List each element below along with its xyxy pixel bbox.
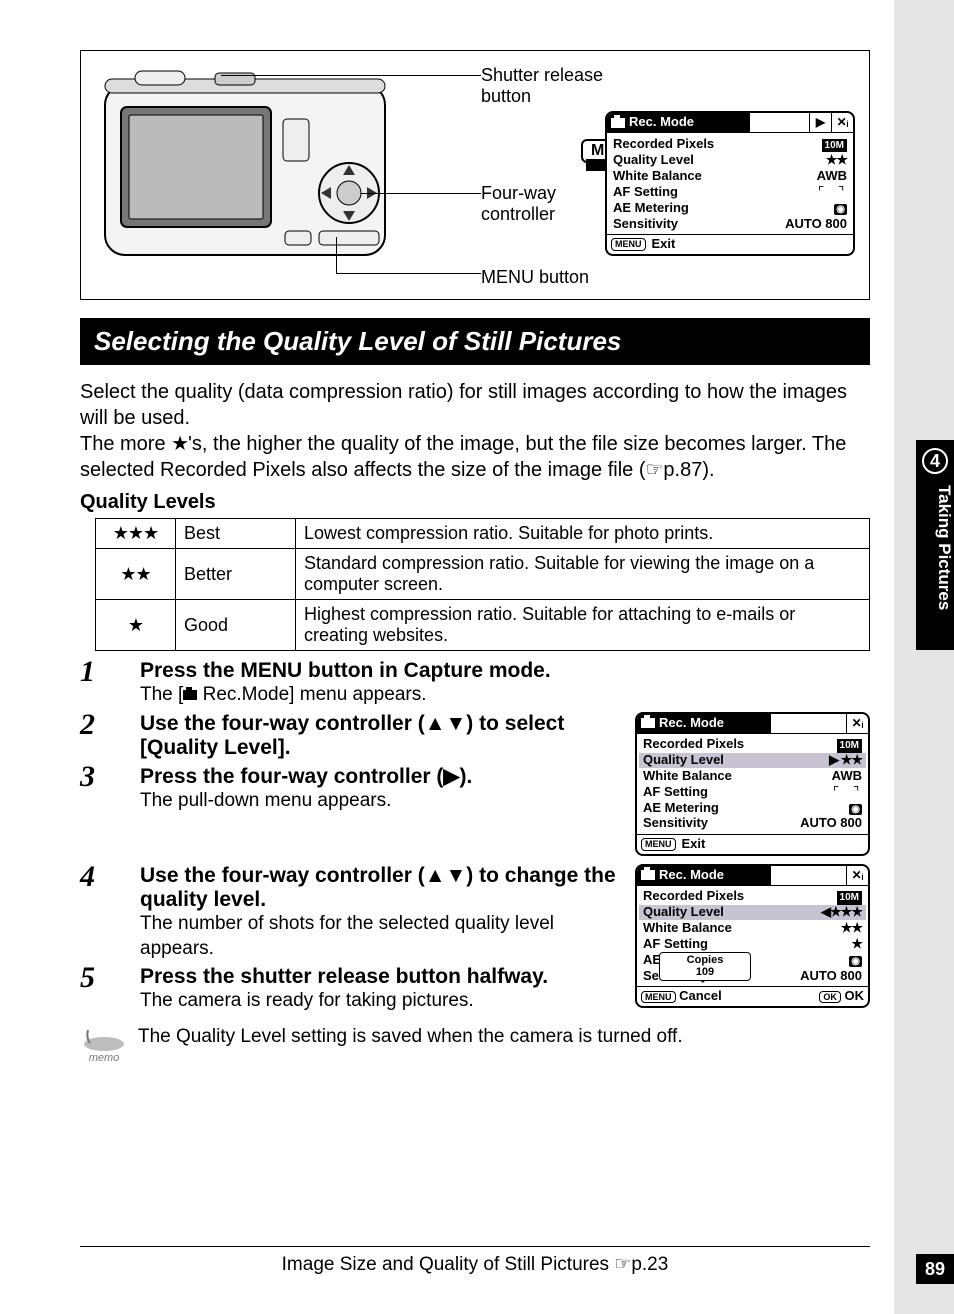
section-title: Selecting the Quality Level of Still Pic… bbox=[80, 318, 870, 365]
side-strip bbox=[894, 0, 954, 1314]
chapter-title: Taking Pictures bbox=[916, 485, 954, 610]
table-row: ★★ Better Standard compression ratio. Su… bbox=[96, 549, 870, 600]
quality-levels-heading: Quality Levels bbox=[80, 491, 884, 514]
step-3: 3 Press the four-way controller (▶). The… bbox=[80, 764, 625, 814]
camera-illustration bbox=[95, 65, 395, 275]
annot-shutter: Shutter release button bbox=[481, 65, 603, 106]
tab-tools-icon: ✕ᵢ bbox=[846, 866, 868, 885]
lcd-preview-3: Rec. Mode ✕ᵢ Recorded Pixels10M Quality … bbox=[635, 864, 870, 1008]
chapter-tab: 4 Taking Pictures bbox=[916, 440, 954, 650]
step-5: 5 Press the shutter release button halfw… bbox=[80, 965, 625, 1014]
step-1: 1 Press the MENU button in Capture mode.… bbox=[80, 659, 870, 708]
intro-text: Select the quality (data compression rat… bbox=[80, 379, 870, 483]
table-row: ★★★ Best Lowest compression ratio. Suita… bbox=[96, 519, 870, 549]
steps-list: 1 Press the MENU button in Capture mode.… bbox=[80, 659, 870, 1018]
annot-controller: Four-way controller bbox=[481, 183, 556, 224]
annot-menubtn: MENU button bbox=[481, 267, 589, 288]
footer-reference: Image Size and Quality of Still Pictures… bbox=[80, 1246, 870, 1276]
copies-popup: Copies 109 bbox=[659, 952, 751, 981]
table-row: ★ Good Highest compression ratio. Suitab… bbox=[96, 600, 870, 651]
tab-tools-icon: ✕ᵢ bbox=[846, 714, 868, 733]
memo-icon: memo bbox=[80, 1026, 128, 1064]
manual-page: 4 Taking Pictures 89 Shutter release but… bbox=[0, 0, 954, 1314]
lcd-preview-1: Rec. Mode ▶ ✕ᵢ Recorded Pixels10M Qualit… bbox=[605, 111, 855, 256]
lcd-preview-2: Rec. Mode ✕ᵢ Recorded Pixels10M Quality … bbox=[635, 712, 870, 856]
step-2: 2 Use the four-way controller (▲▼) to se… bbox=[80, 712, 625, 760]
quality-levels-table: ★★★ Best Lowest compression ratio. Suita… bbox=[95, 518, 870, 651]
memo-note: memo The Quality Level setting is saved … bbox=[80, 1026, 870, 1064]
page-number: 89 bbox=[916, 1254, 954, 1284]
camera-figure: Shutter release button Four-way controll… bbox=[80, 50, 870, 300]
step-4: 4 Use the four-way controller (▲▼) to ch… bbox=[80, 864, 625, 961]
tab-play-icon: ▶ bbox=[809, 113, 831, 132]
chapter-number: 4 bbox=[922, 448, 948, 474]
tab-tools-icon: ✕ᵢ bbox=[831, 113, 853, 132]
